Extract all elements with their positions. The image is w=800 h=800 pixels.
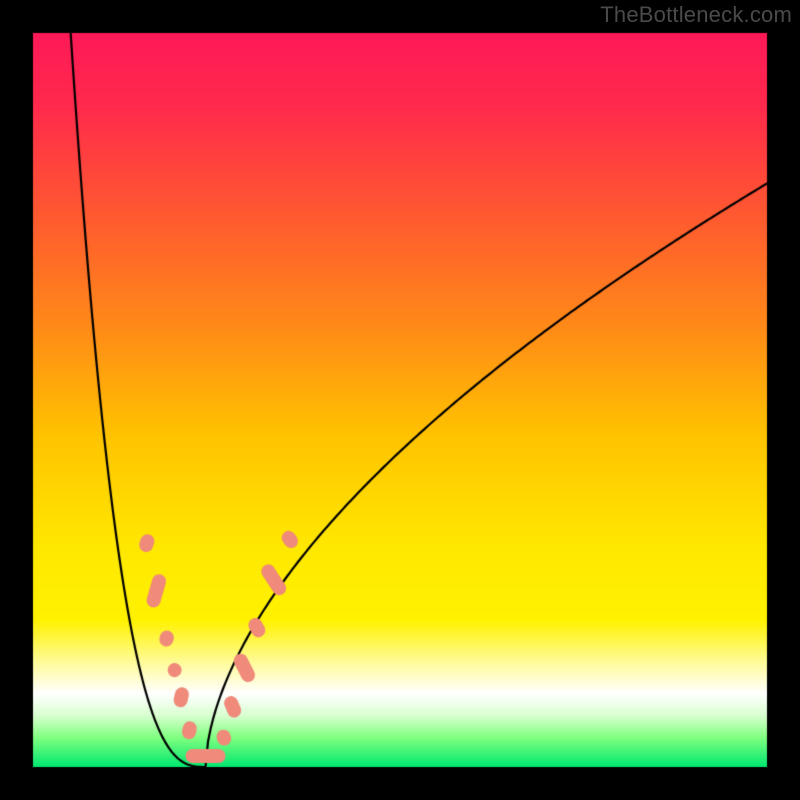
- chart-root: TheBottleneck.com: [0, 0, 800, 800]
- watermark-text: TheBottleneck.com: [600, 2, 792, 28]
- bottleneck-chart-canvas: [0, 0, 800, 800]
